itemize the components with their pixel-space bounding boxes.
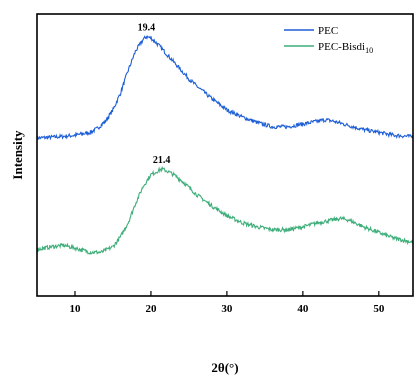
legend-subscript-2: 10 [365,46,373,55]
x-tick-label-10: 10 [69,303,81,315]
x-axis-title: 2θ(°) [211,360,238,375]
x-axis: 10 20 30 40 50 [69,291,385,315]
series-line-2 [36,165,414,255]
peak-annotations: 19.4 21.4 [138,23,171,167]
x-tick-label-30: 30 [221,303,233,315]
y-axis-title: Intensity [10,130,25,180]
series-line-1 [36,35,414,141]
legend: PEC PEC-Bisdi10 [284,25,373,55]
series-layer [36,35,414,255]
peak-label-2: 21.4 [153,155,171,166]
peak-label-1: 19.4 [138,23,156,34]
x-tick-label-20: 20 [145,303,157,315]
legend-label-1: PEC [318,25,338,37]
x-tick-label-50: 50 [373,303,385,315]
plot-frame [36,13,414,297]
legend-label-2: PEC-Bisdi10 [318,41,373,55]
x-tick-label-40: 40 [297,303,309,315]
